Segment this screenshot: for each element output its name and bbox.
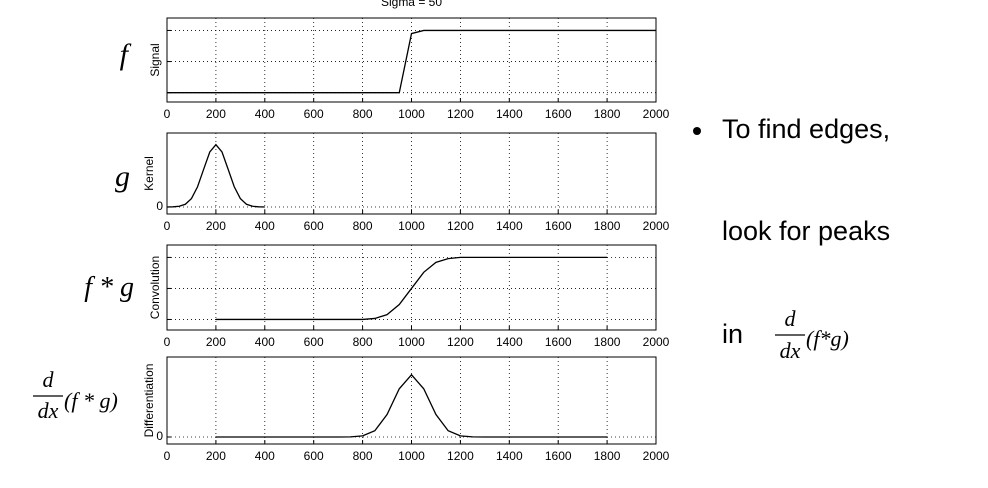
- x-tick-label: 1400: [496, 219, 523, 233]
- x-tick-label: 1600: [545, 335, 572, 349]
- x-tick-label: 400: [255, 335, 275, 349]
- x-tick-label: 200: [206, 219, 226, 233]
- plot-frame: [166, 356, 657, 445]
- x-tick-label: 1800: [594, 219, 621, 233]
- formula-expression: (f*g): [806, 326, 849, 351]
- x-tick-label: 1200: [447, 219, 474, 233]
- x-tick-label: 2000: [643, 219, 670, 233]
- bullet-text: look for peaks: [722, 216, 890, 246]
- y-axis-label: Differentiation: [142, 364, 156, 438]
- x-tick-label: 1000: [398, 449, 425, 463]
- x-tick-label: 1000: [398, 107, 425, 121]
- derivative-denominator: dx: [38, 398, 59, 423]
- chart-title: Sigma = 50: [381, 0, 442, 9]
- data-line: [166, 143, 265, 208]
- y-axis-label: Convolution: [148, 256, 162, 319]
- data-line: [167, 29, 656, 94]
- y-axis-label: Kernel: [142, 156, 156, 191]
- x-tick-label: 200: [206, 335, 226, 349]
- formula-numerator: d: [785, 306, 797, 331]
- x-tick-label: 0: [164, 107, 171, 121]
- x-tick-label: 1600: [545, 219, 572, 233]
- x-tick-label: 2000: [643, 335, 670, 349]
- bullet-text: To find edges,: [722, 114, 890, 144]
- x-tick-label: 1000: [398, 335, 425, 349]
- data-line: [215, 256, 608, 321]
- x-tick-label: 0: [164, 219, 171, 233]
- x-tick-label: 200: [206, 449, 226, 463]
- x-tick-label: 1400: [496, 335, 523, 349]
- y-tick-label: 0: [156, 429, 163, 443]
- x-tick-label: 400: [255, 449, 275, 463]
- x-tick-label: 400: [255, 219, 275, 233]
- x-tick-label: 1400: [496, 449, 523, 463]
- x-tick-label: 600: [304, 219, 324, 233]
- kernel-label: g: [115, 160, 130, 193]
- y-tick-label: 0: [156, 199, 163, 213]
- x-tick-label: 2000: [643, 449, 670, 463]
- derivative-expression: (f * g): [64, 388, 118, 413]
- x-tick-label: 800: [353, 107, 373, 121]
- x-tick-label: 1200: [447, 107, 474, 121]
- x-tick-label: 2000: [643, 107, 670, 121]
- x-tick-label: 0: [164, 449, 171, 463]
- plot-frame: [166, 17, 657, 103]
- x-tick-label: 800: [353, 335, 373, 349]
- x-tick-label: 1800: [594, 107, 621, 121]
- bullet-text: in: [722, 319, 743, 349]
- plot-frame: [166, 132, 657, 215]
- x-tick-label: 200: [206, 107, 226, 121]
- derivative-numerator: d: [43, 367, 55, 392]
- convolution-label: f * g: [84, 272, 134, 303]
- x-tick-label: 1000: [398, 219, 425, 233]
- x-tick-label: 1600: [545, 107, 572, 121]
- bullet-dot: [693, 127, 701, 135]
- x-tick-label: 800: [353, 219, 373, 233]
- x-tick-label: 1800: [594, 449, 621, 463]
- x-tick-label: 600: [304, 107, 324, 121]
- x-tick-label: 1400: [496, 107, 523, 121]
- x-tick-label: 0: [164, 335, 171, 349]
- x-tick-label: 1200: [447, 335, 474, 349]
- formula-denominator: dx: [780, 338, 801, 363]
- data-line: [215, 373, 608, 438]
- x-tick-label: 1800: [594, 335, 621, 349]
- plot-frame: [166, 244, 657, 331]
- x-tick-label: 1200: [447, 449, 474, 463]
- x-tick-label: 800: [353, 449, 373, 463]
- x-tick-label: 600: [304, 335, 324, 349]
- y-axis-label: Signal: [148, 43, 162, 76]
- x-tick-label: 600: [304, 449, 324, 463]
- x-tick-label: 400: [255, 107, 275, 121]
- x-tick-label: 1600: [545, 449, 572, 463]
